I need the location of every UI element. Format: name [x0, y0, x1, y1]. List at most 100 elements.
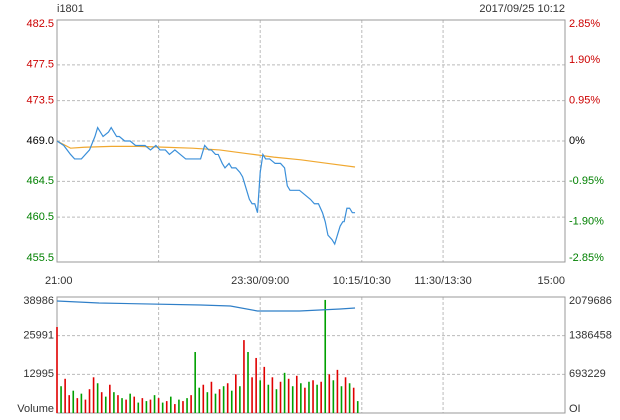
volume-bar [121, 398, 123, 413]
volume-bar [64, 378, 66, 413]
volume-bar [76, 398, 79, 413]
volume-bar [356, 401, 359, 413]
volume-bar [279, 381, 282, 413]
y2-tick-label: 1386458 [569, 330, 612, 342]
volume-bar [312, 380, 314, 413]
volume-bar [218, 389, 221, 413]
volume-bar [100, 392, 103, 413]
volume-bar [255, 357, 257, 413]
y-tick-label: 12995 [23, 368, 54, 380]
y-tick-label: 38986 [23, 295, 54, 307]
y2-tick-label: 0% [569, 135, 585, 147]
volume-bar [141, 398, 144, 413]
volume-bar [169, 396, 172, 413]
volume-bar [133, 396, 136, 413]
volume-bar [84, 399, 87, 413]
volume-bar [157, 398, 160, 413]
volume-bar [324, 299, 327, 413]
volume-bar [304, 387, 306, 413]
volume-bar [332, 380, 335, 413]
volume-bar [263, 366, 266, 413]
volume-bar [352, 387, 355, 413]
volume-bar [267, 384, 270, 413]
volume-bar [283, 372, 286, 413]
volume-bar [328, 374, 331, 413]
y2-tick-label: -0.95% [569, 175, 604, 187]
series-line [56, 126, 356, 246]
volume-bar [68, 395, 70, 413]
volume-bar [198, 387, 201, 413]
plot-frame [56, 296, 566, 414]
volume-bar [178, 399, 180, 413]
volume-bar [174, 404, 176, 413]
volume-bar [60, 386, 62, 413]
volume-bar [300, 383, 302, 413]
volume-bar [182, 401, 184, 413]
y2-tick-label: -1.90% [569, 216, 604, 228]
y-tick-label: 482.5 [26, 18, 54, 30]
volume-bar [316, 384, 318, 413]
volume-bar [149, 399, 152, 413]
y-tick-label: 473.5 [26, 95, 54, 107]
volume-bar [291, 386, 294, 413]
x-tick-label: 11:30/13:30 [414, 275, 471, 287]
y-tick-label: 460.5 [26, 211, 54, 223]
volume-bar [96, 383, 99, 413]
volume-bar [113, 392, 115, 413]
volume-bar [226, 383, 229, 413]
volume-bar [186, 398, 188, 413]
volume-bar [275, 389, 278, 413]
volume-bar [271, 377, 274, 413]
y-tick-label: 469.0 [26, 135, 54, 147]
symbol: i1801 [57, 3, 84, 15]
volume-bar [153, 395, 156, 413]
volume-bar [194, 352, 196, 413]
series-line [56, 140, 356, 168]
volume-bar [161, 402, 164, 413]
y-tick-label: 464.5 [26, 175, 54, 187]
volume-bar [202, 384, 205, 413]
volume-bar [348, 383, 351, 413]
volume-bar [92, 377, 95, 413]
volume-bar [56, 327, 58, 413]
volume-bar [287, 378, 290, 413]
volume-bar [243, 340, 245, 413]
y2-tick-label: 2079686 [569, 295, 612, 307]
volume-bar [235, 374, 237, 413]
x-tick-label: 15:00 [537, 275, 565, 287]
volume-bar [308, 381, 310, 413]
series-line [56, 300, 356, 312]
y2-tick-label: 1.90% [569, 54, 600, 66]
volume-bar [259, 380, 261, 413]
volume-bar [214, 393, 217, 413]
volume-bar [88, 389, 91, 413]
volume-bar [206, 392, 209, 413]
volume-bar [295, 375, 298, 413]
y2-tick-label: OI [569, 403, 581, 415]
volume-bar [72, 390, 75, 413]
volume-bar [80, 393, 83, 413]
y-tick-label: 477.5 [26, 59, 54, 71]
volume-bar [210, 381, 213, 413]
volume-bar [247, 352, 249, 413]
timestamp: 2017/09/25 10:12 [479, 3, 565, 15]
volume-bar [340, 386, 343, 413]
volume-bar [251, 377, 253, 413]
volume-bar [104, 396, 107, 413]
y-tick-label: Volume [17, 403, 54, 415]
volume-bar [117, 395, 119, 413]
y2-tick-label: 2.85% [569, 18, 600, 30]
y-tick-label: 25991 [23, 330, 54, 342]
volume-bar [344, 377, 347, 413]
y-tick-label: 455.5 [26, 252, 54, 264]
y2-tick-label: 0.95% [569, 95, 600, 107]
volume-bar [336, 369, 339, 413]
x-tick-label: 23:30/09:00 [231, 275, 289, 287]
volume-bar [137, 402, 140, 413]
volume-bar [125, 399, 127, 413]
y2-tick-label: -2.85% [569, 252, 604, 264]
volume-bar [222, 386, 225, 413]
volume-bar [129, 393, 131, 413]
volume-bar [230, 390, 233, 413]
